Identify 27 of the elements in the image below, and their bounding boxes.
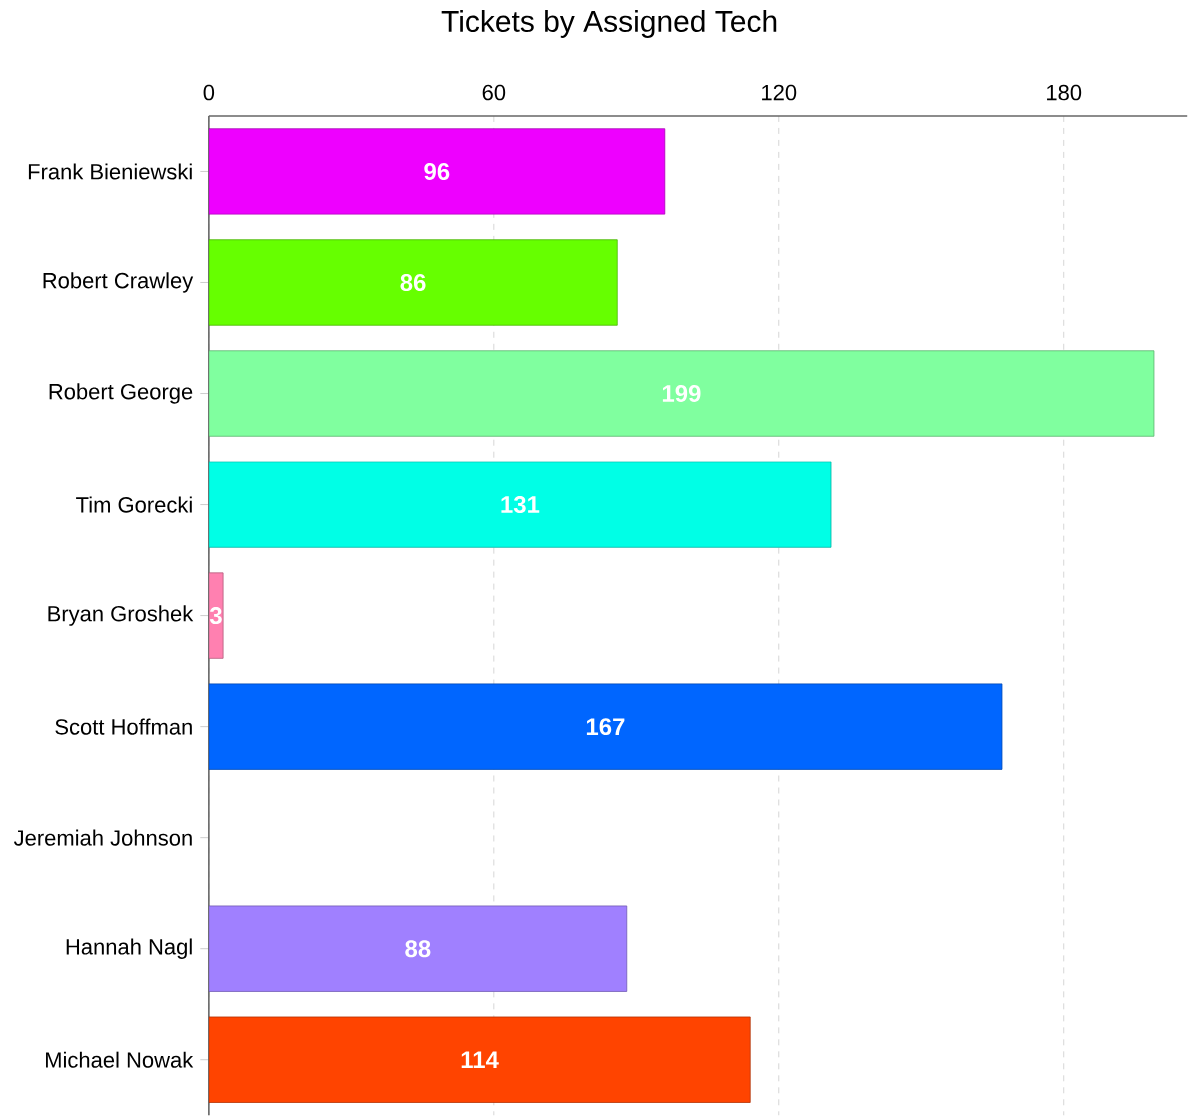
x-tick-label: 0 xyxy=(203,84,215,101)
data-label: 167 xyxy=(586,718,625,736)
bar xyxy=(208,239,618,326)
bar xyxy=(208,683,1003,770)
chart-title: Tickets by Assigned Tech xyxy=(441,9,777,38)
data-label: 96 xyxy=(424,162,450,180)
y-tick-label: Jeremiah Johnson xyxy=(13,829,192,846)
x-tick-label: 120 xyxy=(762,84,797,101)
y-tick-label: Scott Hoffman xyxy=(55,718,192,735)
data-label: 88 xyxy=(405,940,431,958)
bar xyxy=(208,350,1155,437)
bar xyxy=(208,905,628,992)
y-tick-label: Tim Gorecki xyxy=(76,496,192,513)
y-tick-label: Michael Nowak xyxy=(46,1051,194,1068)
x-tick-label: 180 xyxy=(1047,84,1082,101)
data-label: 3 xyxy=(209,607,222,625)
x-tick-label: 60 xyxy=(482,84,506,101)
y-tick-label: Frank Bieniewski xyxy=(28,163,192,180)
bar xyxy=(208,572,224,659)
y-tick-label: Hannah Nagl xyxy=(66,938,192,959)
data-label: 114 xyxy=(461,1051,499,1068)
data-label: 199 xyxy=(662,385,701,402)
y-tick-label: Bryan Groshek xyxy=(48,605,194,626)
data-label: 131 xyxy=(501,496,540,514)
y-tick-label: Robert George xyxy=(49,383,193,404)
y-tick-label: Robert Crawley xyxy=(43,272,194,293)
data-label: 86 xyxy=(400,273,426,291)
